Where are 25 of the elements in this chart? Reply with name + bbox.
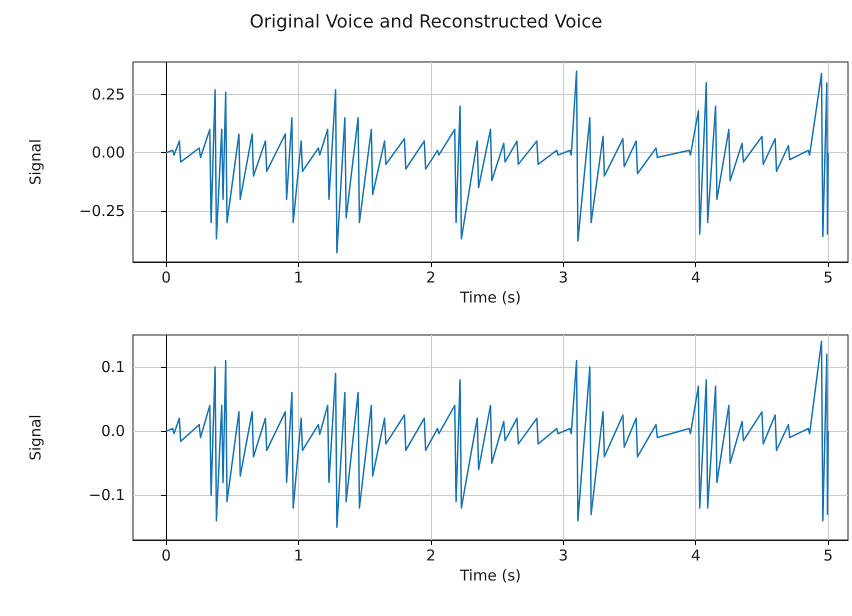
- x-tick-label: 1: [294, 546, 304, 564]
- y-axis-title: Signal: [26, 414, 44, 461]
- x-tick-label: 2: [426, 268, 436, 286]
- y-tick-label: 0.1: [101, 358, 125, 376]
- line-series: [165, 70, 829, 254]
- x-tick-label: 4: [690, 268, 701, 286]
- y-tick-label: −0.1: [88, 486, 125, 504]
- x-tick-label: 3: [558, 546, 568, 564]
- line-series: [165, 340, 829, 528]
- x-tick-label: 2: [426, 546, 436, 564]
- x-tick-label: 5: [823, 546, 833, 564]
- x-tick-label: 5: [823, 268, 833, 286]
- x-tick-label: 3: [558, 268, 568, 286]
- x-tick-label: 0: [161, 546, 171, 564]
- y-tick-label: 0.00: [92, 144, 125, 162]
- x-tick-label: 1: [294, 268, 304, 286]
- x-axis-title: Time (s): [459, 566, 521, 584]
- y-axis-title: Signal: [26, 138, 44, 186]
- chart-title: Original Voice and Reconstructed Voice: [250, 12, 602, 32]
- y-tick-label: 0.0: [101, 422, 125, 440]
- y-tick-label: 0.25: [92, 86, 125, 104]
- x-tick-label: 4: [690, 546, 701, 564]
- x-tick-label: 0: [161, 268, 171, 286]
- x-axis-title: Time (s): [459, 288, 521, 306]
- y-tick-label: −0.25: [79, 202, 125, 220]
